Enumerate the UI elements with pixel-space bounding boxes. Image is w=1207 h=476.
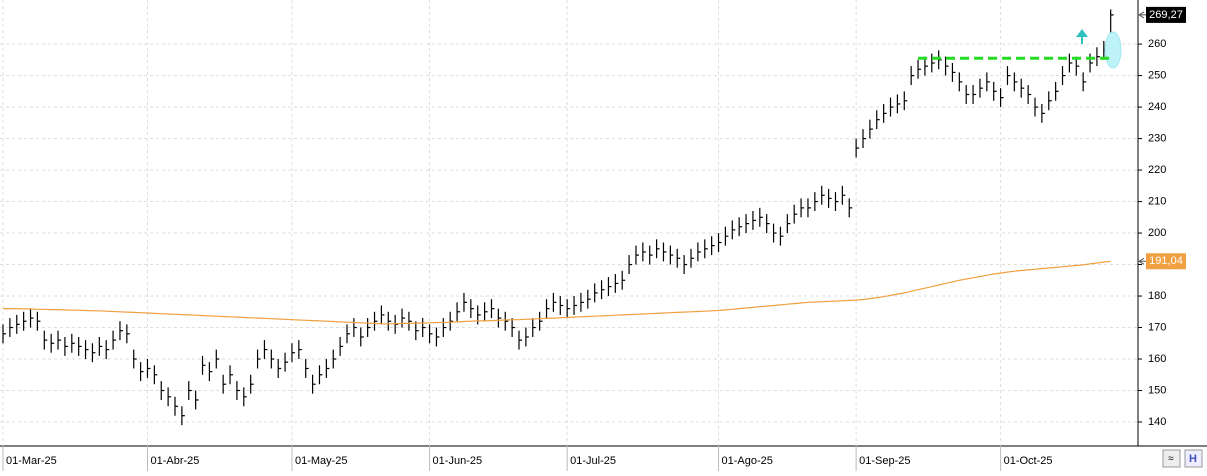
x-tick-label: 01-Oct-25 — [1004, 455, 1053, 467]
y-tick-label: 230 — [1148, 132, 1166, 144]
last-price-label: 269,27 — [1149, 9, 1183, 21]
y-tick-label: 200 — [1148, 227, 1166, 239]
ma-label: 191,04 — [1149, 255, 1183, 267]
y-tick-label: 170 — [1148, 321, 1166, 333]
y-tick-label: 260 — [1148, 38, 1166, 50]
last-price-box — [1146, 6, 1186, 23]
x-tick-label: 01-Sep-25 — [859, 455, 910, 467]
icon: ≈ — [1168, 454, 1174, 465]
y-tick-label: 160 — [1148, 353, 1166, 365]
x-tick-label: 01-May-25 — [295, 455, 348, 467]
icon: H — [1189, 453, 1197, 465]
ma-arrow — [1138, 257, 1146, 265]
ma-box — [1146, 253, 1186, 270]
x-tick-label: 01-Jun-25 — [433, 455, 483, 467]
x-tick-label: 01-Abr-25 — [150, 455, 199, 467]
y-tick-label: 210 — [1148, 195, 1166, 207]
icon-button[interactable] — [1162, 449, 1181, 468]
y-tick-label: 150 — [1148, 384, 1166, 396]
y-tick-label: 250 — [1148, 69, 1166, 81]
highlight-ellipse — [1104, 31, 1122, 69]
x-tick-label: 01-Ago-25 — [722, 455, 773, 467]
last-price-arrow — [1138, 11, 1146, 19]
y-tick-label: 220 — [1148, 164, 1166, 176]
moving-average — [3, 260, 1111, 325]
x-tick-label: 01-Jul-25 — [570, 455, 616, 467]
y-tick-label: 180 — [1148, 290, 1166, 302]
up-arrow — [1076, 29, 1088, 44]
icon-button[interactable] — [1184, 449, 1203, 468]
y-tick-label: 240 — [1148, 101, 1166, 113]
x-tick-label: 01-Mar-25 — [6, 455, 57, 467]
y-tick-label: 140 — [1148, 416, 1166, 428]
